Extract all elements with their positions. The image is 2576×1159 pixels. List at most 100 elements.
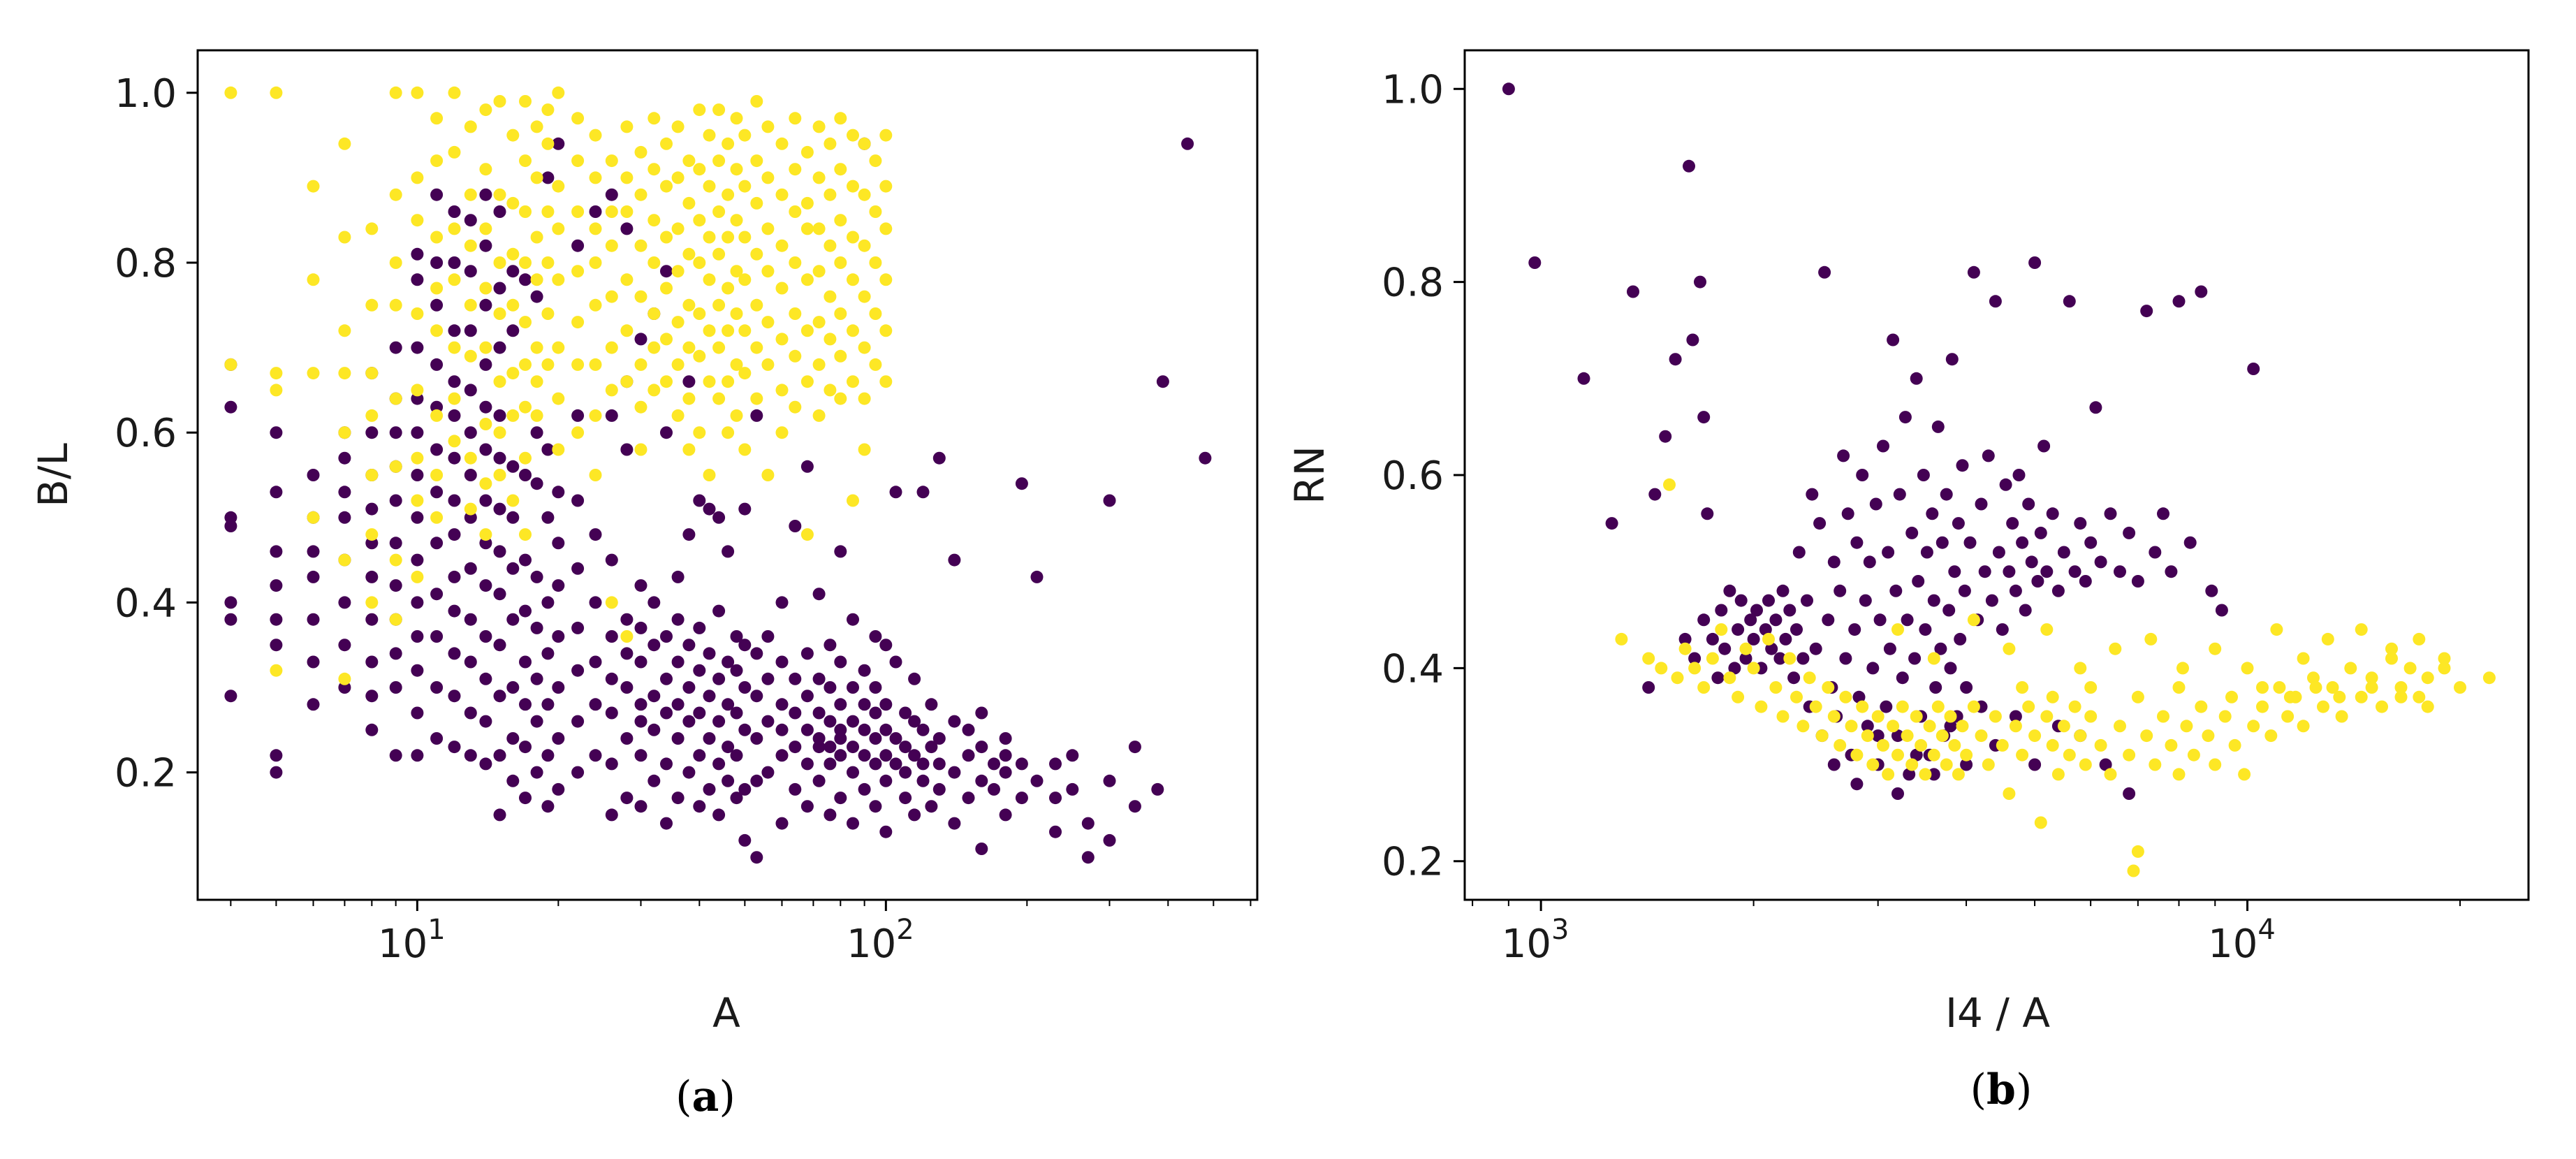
data-point [2247,720,2260,733]
data-point [541,800,555,813]
data-point [847,324,859,337]
data-point [2195,285,2208,298]
data-point [448,256,461,269]
data-point [660,630,673,643]
data-point [2028,758,2042,771]
data-point [1723,584,1736,597]
data-point [605,154,618,168]
data-point [1863,555,1876,569]
data-point [2040,623,2054,636]
data-point [800,145,814,159]
data-point [812,316,826,329]
data-point [224,596,237,609]
data-point [1999,478,2012,491]
data-point [620,647,634,660]
data-point [775,384,789,397]
data-point [671,613,685,626]
data-point [916,723,930,736]
data-point [479,298,492,312]
data-point [571,766,585,779]
data-point [338,511,351,524]
data-point [448,435,461,448]
data-point [530,341,543,354]
data-point [1790,623,1803,636]
data-point [1827,555,1840,569]
data-point [634,715,647,728]
data-point [730,163,743,176]
data-point [493,282,506,295]
data-point [761,469,775,481]
data-point [1839,690,1852,704]
data-point [571,112,585,125]
data-point [775,698,789,711]
data-point [365,613,379,626]
data-point [2413,632,2426,646]
data-point [530,231,543,244]
data-point [605,290,618,303]
data-point [761,766,775,779]
data-point [660,817,673,830]
data-point [647,774,661,787]
data-point [479,579,492,592]
data-point [2068,700,2081,713]
data-point [1769,613,1783,627]
data-point [338,324,351,337]
data-point [1948,565,1961,578]
data-point [479,672,492,685]
x-axis-label: A [712,989,740,1037]
data-point [307,570,320,583]
data-point [925,741,938,754]
data-point [493,690,506,703]
data-point [660,706,673,720]
data-point [620,732,634,745]
data-point [1963,536,1977,549]
data-point [1686,333,1699,347]
data-point [430,188,444,201]
data-point [682,681,696,694]
data-point [812,774,826,787]
data-point [712,808,726,822]
data-point [789,400,802,414]
x-tick-label: 104 [2208,914,2276,967]
data-point [634,749,647,762]
data-point [2307,671,2320,685]
data-point [2365,681,2378,694]
data-point [858,341,871,354]
data-point [1502,82,1515,96]
data-point [2040,710,2054,723]
data-point [464,214,477,227]
data-point [916,774,930,787]
data-point [2209,758,2222,771]
data-point [750,647,763,660]
data-point [448,409,461,422]
data-point [270,664,283,677]
data-point [2149,546,2162,559]
data-point [389,86,402,99]
x-tick-label: 103 [1502,914,1569,967]
data-point [775,426,789,439]
data-point [1744,613,1757,627]
data-point [750,196,763,210]
panel-b-chart: 0.2 0.4 0.6 0.8 1.0 103 104 I4 / A RN (b) [1286,49,2530,1114]
data-point [411,307,424,320]
data-point [671,222,685,235]
data-point [448,273,461,286]
data-point [948,715,961,728]
data-point [932,782,946,796]
data-point [2385,652,2398,665]
data-point [1739,652,1752,665]
data-point [712,205,726,218]
data-point [411,451,424,465]
data-point [493,426,506,439]
data-point [722,698,735,711]
data-point [847,494,859,507]
data-point [270,749,283,762]
data-point [307,180,320,193]
data-point [824,681,837,694]
data-point [1066,782,1079,796]
data-point [879,774,893,787]
data-point [682,247,696,261]
data-point [620,222,634,235]
data-point [411,273,424,286]
data-point [962,792,975,805]
